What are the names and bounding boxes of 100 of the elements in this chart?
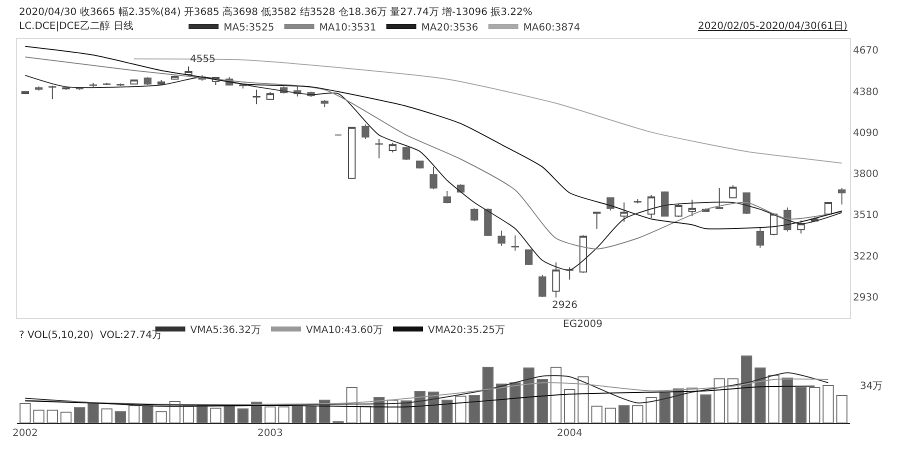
candlestick — [252, 89, 260, 105]
annotation: 4555 — [190, 54, 216, 65]
line-series — [24, 46, 842, 230]
legend-label: VMA10:43.60万 — [306, 324, 383, 336]
candlestick — [144, 76, 152, 86]
bar — [224, 405, 235, 423]
candlestick — [498, 230, 506, 246]
candlestick — [661, 190, 669, 217]
bar — [564, 388, 576, 423]
candlestick — [430, 166, 438, 190]
bar — [604, 408, 616, 423]
bar — [292, 406, 303, 423]
bar — [156, 411, 167, 423]
bar — [822, 384, 834, 423]
y-tick-label: 4380 — [853, 86, 878, 98]
bar — [754, 368, 766, 423]
bar — [128, 405, 140, 423]
bar — [114, 411, 126, 423]
bar — [428, 392, 440, 423]
candlestick — [524, 248, 533, 266]
bar — [182, 406, 194, 423]
chart-title: 2020/04/30 收3665 幅2.35%(84) 开3685 高3698 低3582 结3528 仓18.36万 量27.74万 增-13096 振3.22% — [19, 6, 532, 18]
candlestick — [729, 184, 737, 199]
candlestick — [266, 92, 274, 100]
bar — [400, 400, 412, 423]
candlestick — [756, 227, 764, 248]
text: 2020/02/05-2020/04/30(61日) — [698, 21, 848, 32]
bar — [74, 407, 86, 423]
bar — [686, 388, 698, 423]
legend-label: MA5:3525 — [224, 22, 274, 34]
candlestick — [388, 142, 396, 153]
candlestick — [716, 188, 724, 209]
bar — [33, 410, 44, 423]
candlestick — [116, 83, 124, 86]
y-tick-label: 3800 — [853, 169, 878, 180]
y-tick-label: 4090 — [853, 128, 878, 139]
legend-label: MA20:3536 — [421, 22, 478, 34]
chart-subtitle: LC.DCE|DCE乙二醇 日线 — [19, 20, 134, 32]
bar — [196, 405, 208, 423]
candlestick — [606, 196, 614, 211]
y-tick-label: 3220 — [853, 251, 878, 262]
bar — [510, 382, 521, 423]
bar — [536, 378, 548, 423]
bar — [210, 408, 222, 423]
bar — [468, 395, 480, 423]
candlestick — [48, 85, 56, 100]
candlestick — [443, 190, 451, 204]
candlestick — [130, 80, 138, 85]
candlestick — [470, 208, 478, 222]
candlestick — [320, 100, 328, 108]
bar — [523, 368, 534, 423]
x-tick-label: 2004 — [556, 428, 582, 439]
bar — [550, 366, 562, 423]
candlestick — [593, 211, 601, 230]
bar — [591, 406, 602, 423]
y-tick-label: 3510 — [853, 210, 878, 222]
bar — [101, 408, 112, 423]
candlestick — [21, 90, 29, 95]
bar — [632, 405, 644, 423]
bar — [795, 386, 807, 423]
bar — [264, 406, 276, 423]
candlestick — [688, 199, 696, 217]
bar — [714, 378, 725, 423]
bar — [646, 397, 657, 423]
candlestick — [348, 126, 356, 179]
candlestick — [484, 208, 492, 236]
bar — [346, 386, 358, 423]
annotation: 2926 — [552, 300, 578, 311]
legend-label: MA10:3531 — [319, 22, 376, 34]
candlestick — [634, 198, 642, 204]
candlestick — [402, 146, 410, 161]
legend-label: VMA20:35.25万 — [428, 324, 506, 336]
bar — [496, 384, 508, 423]
bar — [768, 374, 780, 423]
candlestick — [838, 188, 846, 206]
bar — [142, 405, 154, 423]
candlestick — [375, 138, 383, 159]
text: EG2009 — [563, 319, 603, 330]
y-tick-label: 4670 — [853, 46, 878, 57]
bar — [250, 402, 262, 423]
legend-label: MA60:3874 — [523, 22, 580, 34]
bar — [455, 396, 466, 423]
candlestick — [552, 262, 560, 298]
bar — [809, 386, 820, 423]
candlestick — [674, 203, 682, 218]
line-series — [24, 56, 842, 250]
bar — [740, 355, 752, 423]
bar — [836, 395, 848, 423]
bar — [618, 405, 630, 423]
bar — [46, 410, 58, 423]
candlestick — [742, 192, 750, 215]
bar — [442, 400, 453, 423]
candlestick — [538, 274, 546, 298]
x-tick-label: 2002 — [12, 428, 38, 439]
bar — [88, 403, 99, 423]
bar — [578, 376, 589, 423]
bar — [727, 378, 739, 423]
line-series — [24, 74, 842, 271]
bar — [237, 408, 249, 423]
candlestick — [184, 66, 192, 76]
